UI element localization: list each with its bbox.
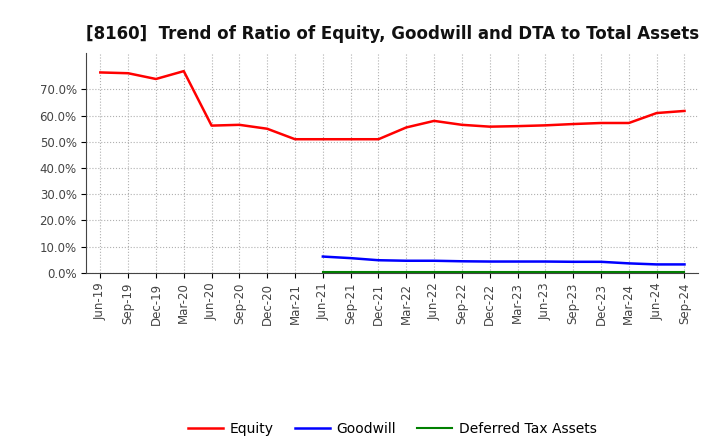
Equity xyxy=(680,108,689,114)
Deferred Tax Assets xyxy=(346,269,355,275)
Equity xyxy=(263,126,271,132)
Equity xyxy=(124,70,132,76)
Equity xyxy=(485,124,494,129)
Equity xyxy=(235,122,243,128)
Equity xyxy=(624,121,633,126)
Equity xyxy=(291,136,300,142)
Title: [8160]  Trend of Ratio of Equity, Goodwill and DTA to Total Assets: [8160] Trend of Ratio of Equity, Goodwil… xyxy=(86,25,699,43)
Equity xyxy=(652,110,661,116)
Equity xyxy=(207,123,216,128)
Goodwill xyxy=(513,259,522,264)
Equity xyxy=(597,121,606,126)
Equity xyxy=(96,70,104,75)
Equity xyxy=(152,77,161,82)
Equity xyxy=(513,124,522,129)
Deferred Tax Assets xyxy=(624,269,633,275)
Equity xyxy=(374,136,383,142)
Goodwill xyxy=(318,254,327,259)
Deferred Tax Assets xyxy=(652,269,661,275)
Deferred Tax Assets xyxy=(374,269,383,275)
Equity xyxy=(179,69,188,74)
Deferred Tax Assets xyxy=(569,269,577,275)
Goodwill xyxy=(624,261,633,266)
Equity xyxy=(346,136,355,142)
Equity xyxy=(569,121,577,127)
Line: Goodwill: Goodwill xyxy=(323,257,685,264)
Deferred Tax Assets xyxy=(597,269,606,275)
Deferred Tax Assets xyxy=(513,269,522,275)
Line: Equity: Equity xyxy=(100,71,685,139)
Deferred Tax Assets xyxy=(541,269,550,275)
Equity xyxy=(430,118,438,124)
Goodwill xyxy=(680,262,689,267)
Deferred Tax Assets xyxy=(485,269,494,275)
Goodwill xyxy=(485,259,494,264)
Deferred Tax Assets xyxy=(680,269,689,275)
Equity xyxy=(402,125,410,130)
Equity xyxy=(541,123,550,128)
Goodwill xyxy=(597,259,606,264)
Goodwill xyxy=(346,256,355,261)
Deferred Tax Assets xyxy=(430,269,438,275)
Equity xyxy=(318,136,327,142)
Goodwill xyxy=(569,259,577,264)
Goodwill xyxy=(652,262,661,267)
Goodwill xyxy=(541,259,550,264)
Deferred Tax Assets xyxy=(318,269,327,275)
Deferred Tax Assets xyxy=(458,269,467,275)
Goodwill xyxy=(458,259,467,264)
Deferred Tax Assets xyxy=(402,269,410,275)
Goodwill xyxy=(402,258,410,264)
Legend: Equity, Goodwill, Deferred Tax Assets: Equity, Goodwill, Deferred Tax Assets xyxy=(183,416,602,440)
Equity xyxy=(458,122,467,128)
Goodwill xyxy=(374,257,383,263)
Goodwill xyxy=(430,258,438,264)
